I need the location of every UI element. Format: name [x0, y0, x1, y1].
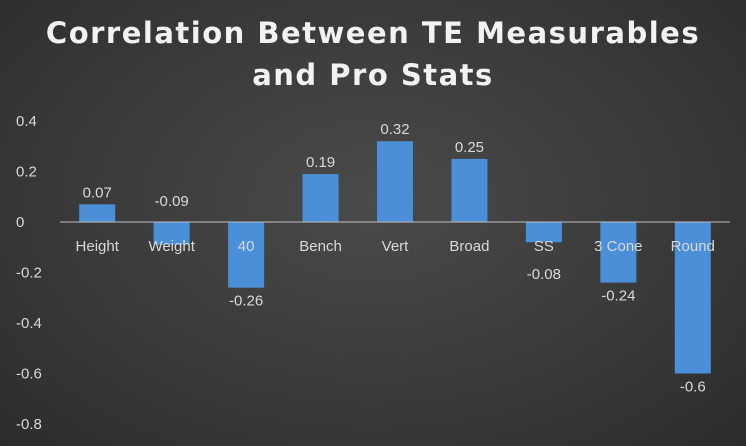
bar [525, 222, 562, 243]
bar [674, 222, 711, 374]
bar [79, 204, 116, 222]
bar [377, 141, 413, 222]
y-tick-label: 0 [16, 214, 24, 231]
data-label: -0.24 [601, 288, 635, 305]
bar [153, 222, 190, 245]
bar [302, 174, 339, 222]
chart-title-line-2: and Pro Stats [252, 58, 494, 92]
y-tick-label: -0.4 [16, 315, 42, 332]
data-label: 0.19 [306, 154, 335, 171]
data-label: 0.25 [455, 139, 484, 156]
x-tick-label: SS [534, 238, 554, 255]
x-tick-label: Broad [449, 238, 489, 255]
bar [228, 222, 265, 288]
data-label: -0.08 [527, 266, 561, 283]
y-tick-label: 0.4 [16, 113, 37, 130]
x-tick-label: 40 [238, 238, 255, 255]
x-tick-label: 3 Cone [594, 238, 642, 255]
y-tick-label: 0.2 [16, 164, 37, 181]
y-tick-label: -0.6 [16, 366, 42, 383]
data-label: 0.32 [380, 121, 409, 138]
y-tick-label: -0.8 [16, 416, 42, 433]
bar [600, 222, 637, 283]
data-label: -0.09 [155, 193, 189, 210]
data-label: -0.26 [229, 293, 263, 310]
x-tick-label: Bench [299, 238, 342, 255]
bar [451, 158, 488, 222]
x-tick-label: Round [671, 238, 715, 255]
x-tick-label: Height [76, 238, 120, 255]
x-tick-label: Vert [382, 238, 410, 255]
data-label: -0.6 [680, 379, 706, 396]
x-tick-label: Weight [148, 238, 195, 255]
y-tick-label: -0.2 [16, 265, 42, 282]
data-label: 0.07 [83, 184, 112, 201]
chart-title-line-1: Correlation Between TE Measurables [45, 16, 701, 50]
